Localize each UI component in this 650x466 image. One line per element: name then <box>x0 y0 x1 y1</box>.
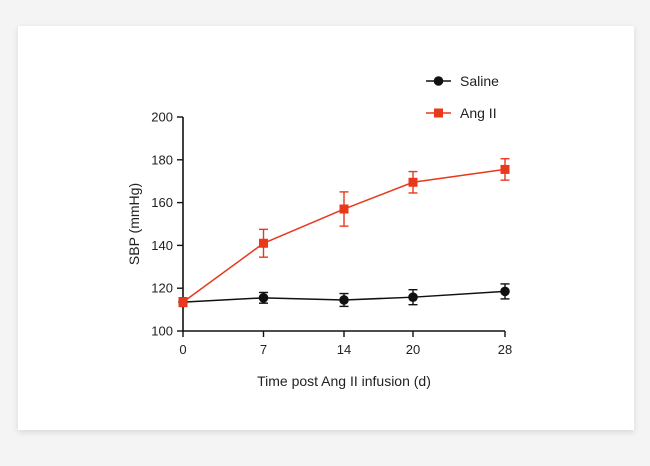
series-layer <box>178 158 510 308</box>
y-tick-label-180: 180 <box>151 152 173 167</box>
series-saline <box>178 283 510 308</box>
data-point <box>178 297 188 307</box>
x-tick-label-7: 7 <box>260 342 267 357</box>
x-tick-label-0: 0 <box>179 342 186 357</box>
legend-label: Ang II <box>460 105 497 121</box>
y-tick-label-200: 200 <box>151 110 173 125</box>
chart-card <box>18 26 634 430</box>
x-axis-title: Time post Ang II infusion (d) <box>257 373 431 389</box>
legend-label: Saline <box>460 73 499 89</box>
legend-item-saline: Saline <box>426 73 499 89</box>
data-point <box>500 164 510 174</box>
data-point <box>408 177 418 187</box>
data-point <box>339 295 349 305</box>
axes: 100 120 140 160 180 200 0 7 14 20 28 <box>151 110 512 358</box>
y-tick-label-100: 100 <box>151 324 173 339</box>
series-line <box>182 168 506 303</box>
y-axis-title: SBP (mmHg) <box>126 183 142 265</box>
legend-marker <box>433 76 444 86</box>
legend-marker <box>434 108 443 118</box>
data-point <box>408 292 418 302</box>
series-ang-ii <box>178 158 510 308</box>
y-tick-label-120: 120 <box>151 281 173 296</box>
y-tick-label-160: 160 <box>151 195 173 210</box>
x-tick-label-28: 28 <box>498 342 512 357</box>
data-point <box>258 293 269 303</box>
x-tick-label-14: 14 <box>337 342 351 357</box>
legend-item-ang-ii: Ang II <box>426 105 497 121</box>
legend: Saline Ang II <box>426 73 499 121</box>
data-point <box>500 286 510 297</box>
data-point <box>339 204 349 214</box>
x-tick-label-20: 20 <box>406 342 420 357</box>
data-point <box>259 238 268 248</box>
y-tick-label-140: 140 <box>151 238 173 253</box>
